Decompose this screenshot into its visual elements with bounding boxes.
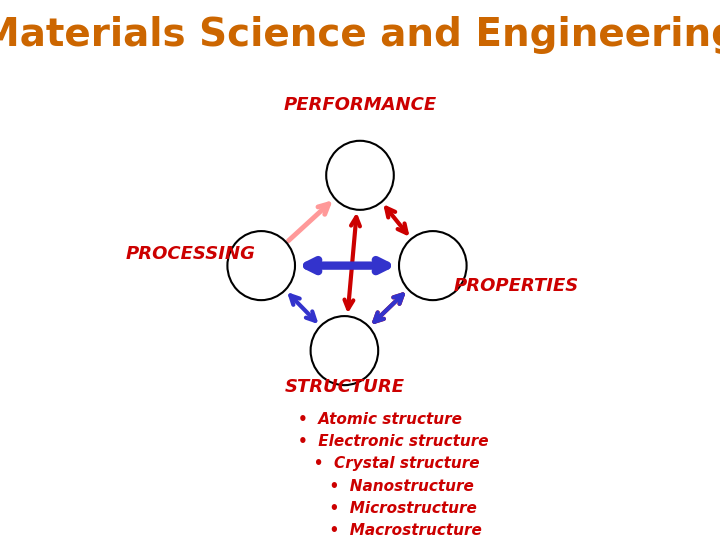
Text: •  Microstructure: • Microstructure — [297, 501, 477, 516]
Circle shape — [326, 141, 394, 210]
Text: •  Macrostructure: • Macrostructure — [297, 523, 482, 538]
Circle shape — [228, 231, 295, 300]
Text: •  Atomic structure: • Atomic structure — [297, 411, 462, 427]
Text: •  Crystal structure: • Crystal structure — [297, 456, 480, 471]
Text: •  Electronic structure: • Electronic structure — [297, 434, 488, 449]
Text: PROPERTIES: PROPERTIES — [454, 277, 579, 295]
Text: Materials Science and Engineering: Materials Science and Engineering — [0, 16, 720, 53]
Text: PROCESSING: PROCESSING — [126, 245, 256, 263]
Circle shape — [310, 316, 378, 385]
Text: STRUCTURE: STRUCTURE — [284, 378, 405, 396]
Circle shape — [399, 231, 467, 300]
Text: PERFORMANCE: PERFORMANCE — [284, 96, 436, 114]
Text: •  Nanostructure: • Nanostructure — [297, 478, 474, 494]
